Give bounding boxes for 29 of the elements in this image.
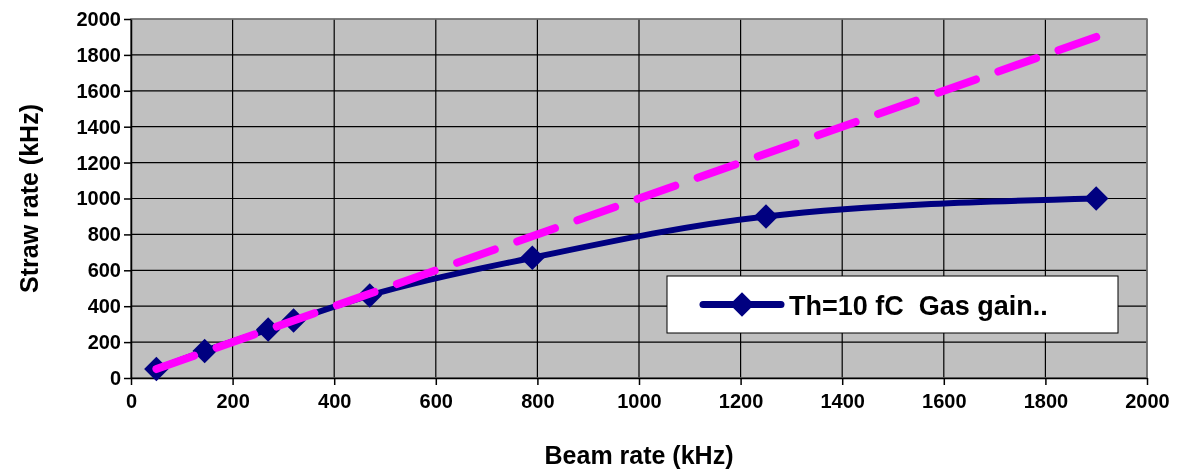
point [1083, 186, 1109, 211]
x-tick-label: 400 [318, 390, 352, 412]
y-tick-label: 2000 [76, 7, 121, 30]
y-tick-label: 600 [87, 259, 121, 282]
x-tick-label: 1800 [1023, 390, 1069, 412]
y-tick-label: 200 [87, 331, 121, 353]
point [753, 204, 779, 229]
x-tick-label: 1200 [718, 390, 764, 412]
y-tick-label: 800 [87, 223, 121, 246]
legend-label: Th=10 fC Gas gain.. [789, 290, 1048, 321]
point [520, 245, 545, 270]
y-tick-label: 0 [109, 366, 121, 389]
y-tick-label: 1200 [76, 151, 121, 174]
x-tick-label: 1600 [922, 390, 967, 412]
x-tick-label: 1000 [617, 390, 662, 412]
x-tick-label: 1400 [820, 390, 865, 412]
y-tick-label: 1400 [76, 115, 121, 138]
x-tick-label: 800 [521, 390, 555, 412]
y-tick-label: 1800 [76, 43, 121, 66]
point [192, 338, 217, 364]
x-axis-title: Beam rate (kHz) [544, 441, 734, 469]
y-tick-label: 400 [87, 295, 121, 318]
x-tick-label: 0 [125, 390, 138, 412]
x-tick-label: 200 [216, 390, 250, 412]
y-tick-label: 1600 [76, 79, 121, 102]
y-axis-title: Straw rate (kHz) [15, 104, 43, 293]
y-tick-label: 1000 [76, 187, 121, 210]
x-tick-label: 600 [419, 390, 453, 412]
x-tick-label: 2000 [1125, 390, 1170, 412]
